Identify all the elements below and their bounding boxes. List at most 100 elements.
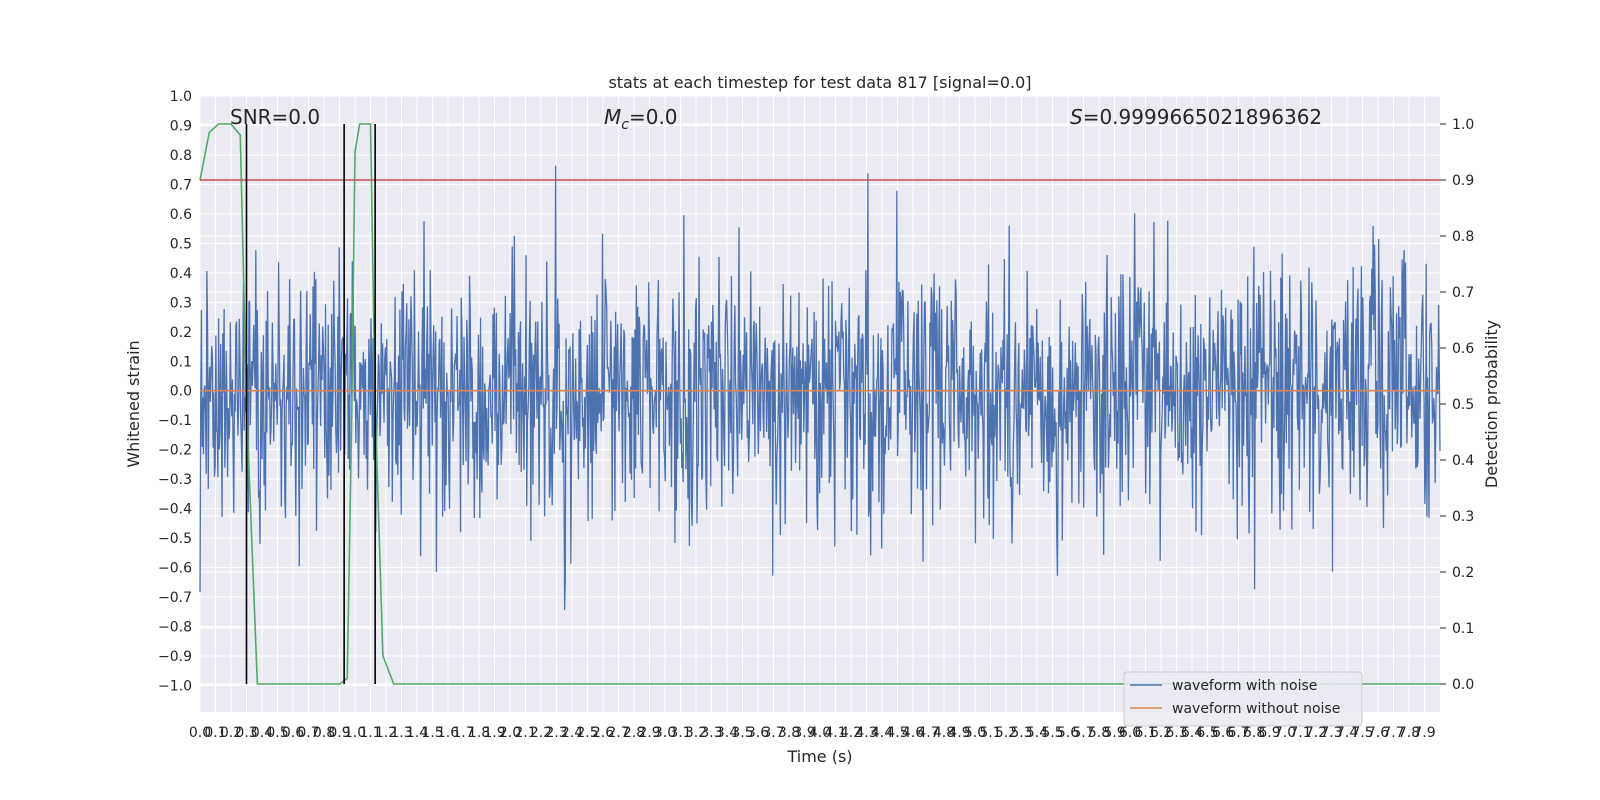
x-tick-label: 1.4	[406, 725, 428, 741]
y-tick-label: −0.1	[158, 413, 192, 429]
event-markers	[245, 124, 376, 684]
y-tick-label: 0.2	[170, 325, 192, 341]
series-waveform-with-noise	[199, 165, 1441, 611]
x-tick-label: 2.7	[607, 725, 629, 741]
x-tick-label: 7.7	[1382, 725, 1404, 741]
s-symbol: S	[1070, 105, 1083, 129]
y-axis-right: 1.0 0.9 0.8 0.7 0.6 0.5 0.4 0.3 0.2 0.1 0.0	[1440, 117, 1474, 693]
x-tick-label: 1.0	[344, 725, 366, 741]
x-tick-label: 6.7	[1227, 725, 1249, 741]
x-tick-label: 3.9	[793, 725, 815, 741]
x-tick-label: 5.7	[1072, 725, 1094, 741]
x-tick-label: 6.5	[1196, 725, 1218, 741]
s-value: =0.9999665021896362	[1083, 105, 1322, 129]
x-axis-label: Time (s)	[786, 747, 852, 766]
x-tick-label: 0.3	[235, 725, 257, 741]
x-tick-label: 1.1	[359, 725, 381, 741]
y-tick-label: 1.0	[170, 89, 192, 105]
x-tick-label: 6.8	[1243, 725, 1265, 741]
x-tick-label: 1.6	[437, 725, 459, 741]
y-tick-label: −1.0	[158, 678, 192, 694]
x-tick-label: 5.0	[964, 725, 986, 741]
x-tick-label: 7.3	[1320, 725, 1342, 741]
x-tick-label: 2.5	[576, 725, 598, 741]
mc-symbol: M	[604, 105, 621, 129]
x-tick-label: 6.2	[1150, 725, 1172, 741]
x-tick-label: 6.1	[1134, 725, 1156, 741]
y-tick-label: −0.4	[158, 502, 192, 518]
x-tick-label: 2.0	[499, 725, 521, 741]
x-tick-label: 3.7	[762, 725, 784, 741]
x-tick-label: 0.7	[297, 725, 319, 741]
y-axis-left: 1.0 0.9 0.8 0.7 0.6 0.5 0.4 0.3 0.2 0.1 0.0 −0.1 −0.…	[158, 89, 192, 694]
x-tick-label: 7.9	[1413, 725, 1435, 741]
x-tick-label: 0.1	[204, 725, 226, 741]
x-tick-label: 4.8	[933, 725, 955, 741]
x-tick-label: 7.8	[1398, 725, 1420, 741]
x-tick-label: 2.9	[638, 725, 660, 741]
x-tick-label: 1.5	[421, 725, 443, 741]
y2-tick-label: 0.4	[1452, 453, 1474, 469]
x-tick-label: 1.2	[375, 725, 397, 741]
x-tick-label: 0.5	[266, 725, 288, 741]
x-tick-label: 5.5	[1041, 725, 1063, 741]
x-tick-label: 6.6	[1212, 725, 1234, 741]
x-tick-label: 5.8	[1088, 725, 1110, 741]
x-tick-label: 3.3	[700, 725, 722, 741]
x-tick-label: 3.6	[747, 725, 769, 741]
x-tick-label: 7.2	[1305, 725, 1327, 741]
y-tick-label: 0.5	[170, 236, 192, 252]
x-tick-label: 1.9	[483, 725, 505, 741]
y-tick-label: 0.7	[170, 177, 192, 193]
x-tick-label: 5.6	[1057, 725, 1079, 741]
legend: waveform with noise waveform without noi…	[1123, 671, 1363, 727]
y-tick-label: 0.4	[170, 266, 192, 282]
x-tick-label: 5.9	[1103, 725, 1125, 741]
x-tick-label: 5.2	[995, 725, 1017, 741]
x-tick-label: 2.8	[623, 725, 645, 741]
y-tick-label: 0.6	[170, 207, 192, 223]
y-tick-label: −0.6	[158, 561, 192, 577]
y-tick-label: −0.8	[158, 620, 192, 636]
x-tick-label: 7.6	[1367, 725, 1389, 741]
x-tick-label: 6.4	[1181, 725, 1203, 741]
y2-tick-label: 1.0	[1452, 117, 1474, 133]
y-axis-label: Whitened strain	[124, 340, 143, 467]
mc-subscript: c	[621, 117, 629, 133]
y-tick-label: 0.1	[170, 354, 192, 370]
x-tick-label: 4.1	[824, 725, 846, 741]
x-tick-label: 1.7	[452, 725, 474, 741]
x-tick-label: 3.8	[778, 725, 800, 741]
mc-value: =0.0	[629, 105, 678, 129]
x-tick-label: 7.4	[1336, 725, 1358, 741]
x-tick-label: 0.6	[282, 725, 304, 741]
y2-tick-label: 0.8	[1452, 229, 1474, 245]
x-tick-label: 5.1	[979, 725, 1001, 741]
x-tick-label: 5.3	[1010, 725, 1032, 741]
x-tick-label: 6.3	[1165, 725, 1187, 741]
x-tick-label: 3.1	[669, 725, 691, 741]
y-tick-label: 0.0	[170, 384, 192, 400]
y2-tick-label: 0.3	[1452, 509, 1474, 525]
x-tick-label: 4.4	[871, 725, 893, 741]
waveform-with-noise-line	[199, 165, 1441, 611]
x-tick-label: 1.3	[390, 725, 412, 741]
x-tick-label: 6.0	[1119, 725, 1141, 741]
legend-label-noise: waveform with noise	[1172, 678, 1317, 694]
x-tick-label: 1.8	[468, 725, 490, 741]
x-tick-label: 2.1	[514, 725, 536, 741]
x-tick-label: 7.5	[1351, 725, 1373, 741]
x-tick-label: 3.4	[716, 725, 738, 741]
y2-tick-label: 0.1	[1452, 621, 1474, 637]
x-tick-label: 2.2	[530, 725, 552, 741]
y2-tick-label: 0.0	[1452, 677, 1474, 693]
y2-tick-label: 0.9	[1452, 173, 1474, 189]
x-tick-label: 3.5	[731, 725, 753, 741]
x-tick-label: 6.9	[1258, 725, 1280, 741]
y-tick-label: −0.9	[158, 649, 192, 665]
y-tick-label: 0.9	[170, 118, 192, 134]
y-tick-label: −0.5	[158, 531, 192, 547]
chart-title: stats at each timestep for test data 817…	[608, 73, 1031, 92]
x-axis: 0.00.10.20.30.40.50.60.70.80.91.01.11.21…	[189, 725, 1436, 741]
